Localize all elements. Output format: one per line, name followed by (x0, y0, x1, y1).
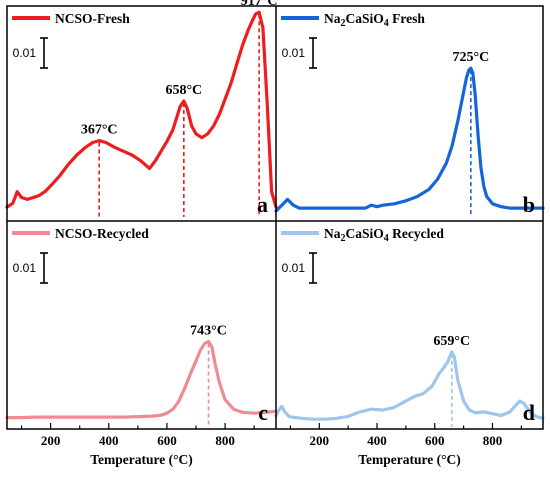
series-line-a (5, 10, 278, 209)
peak-label-a-2: 917°C (241, 0, 278, 9)
scale-bar-label-c: 0.01 (13, 261, 37, 275)
x-tick-label-bottom-left-600: 600 (157, 433, 177, 448)
x-tick-label-bottom-right-800: 800 (483, 433, 503, 448)
x-axis-bottom-left: 200 400 600 800 Temperature (°C) (20, 423, 255, 467)
panel-c: 743°C NCSO-Recycled 0.01 c (5, 226, 278, 427)
x-axis-title-bottom-right: Temperature (°C) (358, 452, 461, 467)
series-line-b (274, 66, 545, 213)
peak-label-a-0: 367°C (81, 123, 118, 138)
peak-label-b-0: 725°C (452, 50, 489, 65)
legend-label-c: NCSO-Recycled (55, 226, 149, 241)
x-tick-label-bottom-right-400: 400 (367, 433, 387, 448)
scale-bar-label-b: 0.01 (282, 46, 306, 60)
x-tick-label-bottom-left-400: 400 (99, 433, 119, 448)
peak-label-c-0: 743°C (190, 323, 227, 338)
panel-letter-d: d (523, 400, 535, 425)
x-axis-title-bottom-left: Temperature (°C) (90, 452, 193, 467)
x-tick-label-bottom-right-200: 200 (310, 433, 330, 448)
panel-a: 367°C 658°C 917°C NCSO-Fresh 0.01 a (5, 0, 278, 217)
panel-letter-a: a (257, 192, 268, 217)
panel-b: 725°C Na2CaSiO4 Fresh 0.01 b (274, 11, 545, 217)
panel-letter-c: c (258, 400, 268, 425)
scale-bar-label-a: 0.01 (13, 46, 37, 60)
legend-label-b: Na2CaSiO4 Fresh (324, 11, 425, 29)
x-tick-label-bottom-right-600: 600 (425, 433, 445, 448)
peak-label-d-0: 659°C (433, 334, 470, 349)
peak-label-a-1: 658°C (165, 83, 202, 98)
legend-label-d: Na2CaSiO4 Recycled (324, 226, 444, 244)
legend-label-a: NCSO-Fresh (55, 11, 130, 26)
series-line-c (5, 339, 278, 420)
series-line-d (274, 350, 545, 421)
x-tick-label-bottom-left-800: 800 (215, 433, 235, 448)
panel-letter-b: b (523, 192, 535, 217)
scale-bar-label-d: 0.01 (282, 261, 306, 275)
x-axis-bottom-right: 200 400 600 800 Temperature (°C) (289, 423, 522, 467)
panel-d: 659°C Na2CaSiO4 Recycled 0.01 d (274, 226, 545, 427)
figure-frame (6, 5, 544, 430)
x-tick-label-bottom-left-200: 200 (41, 433, 61, 448)
